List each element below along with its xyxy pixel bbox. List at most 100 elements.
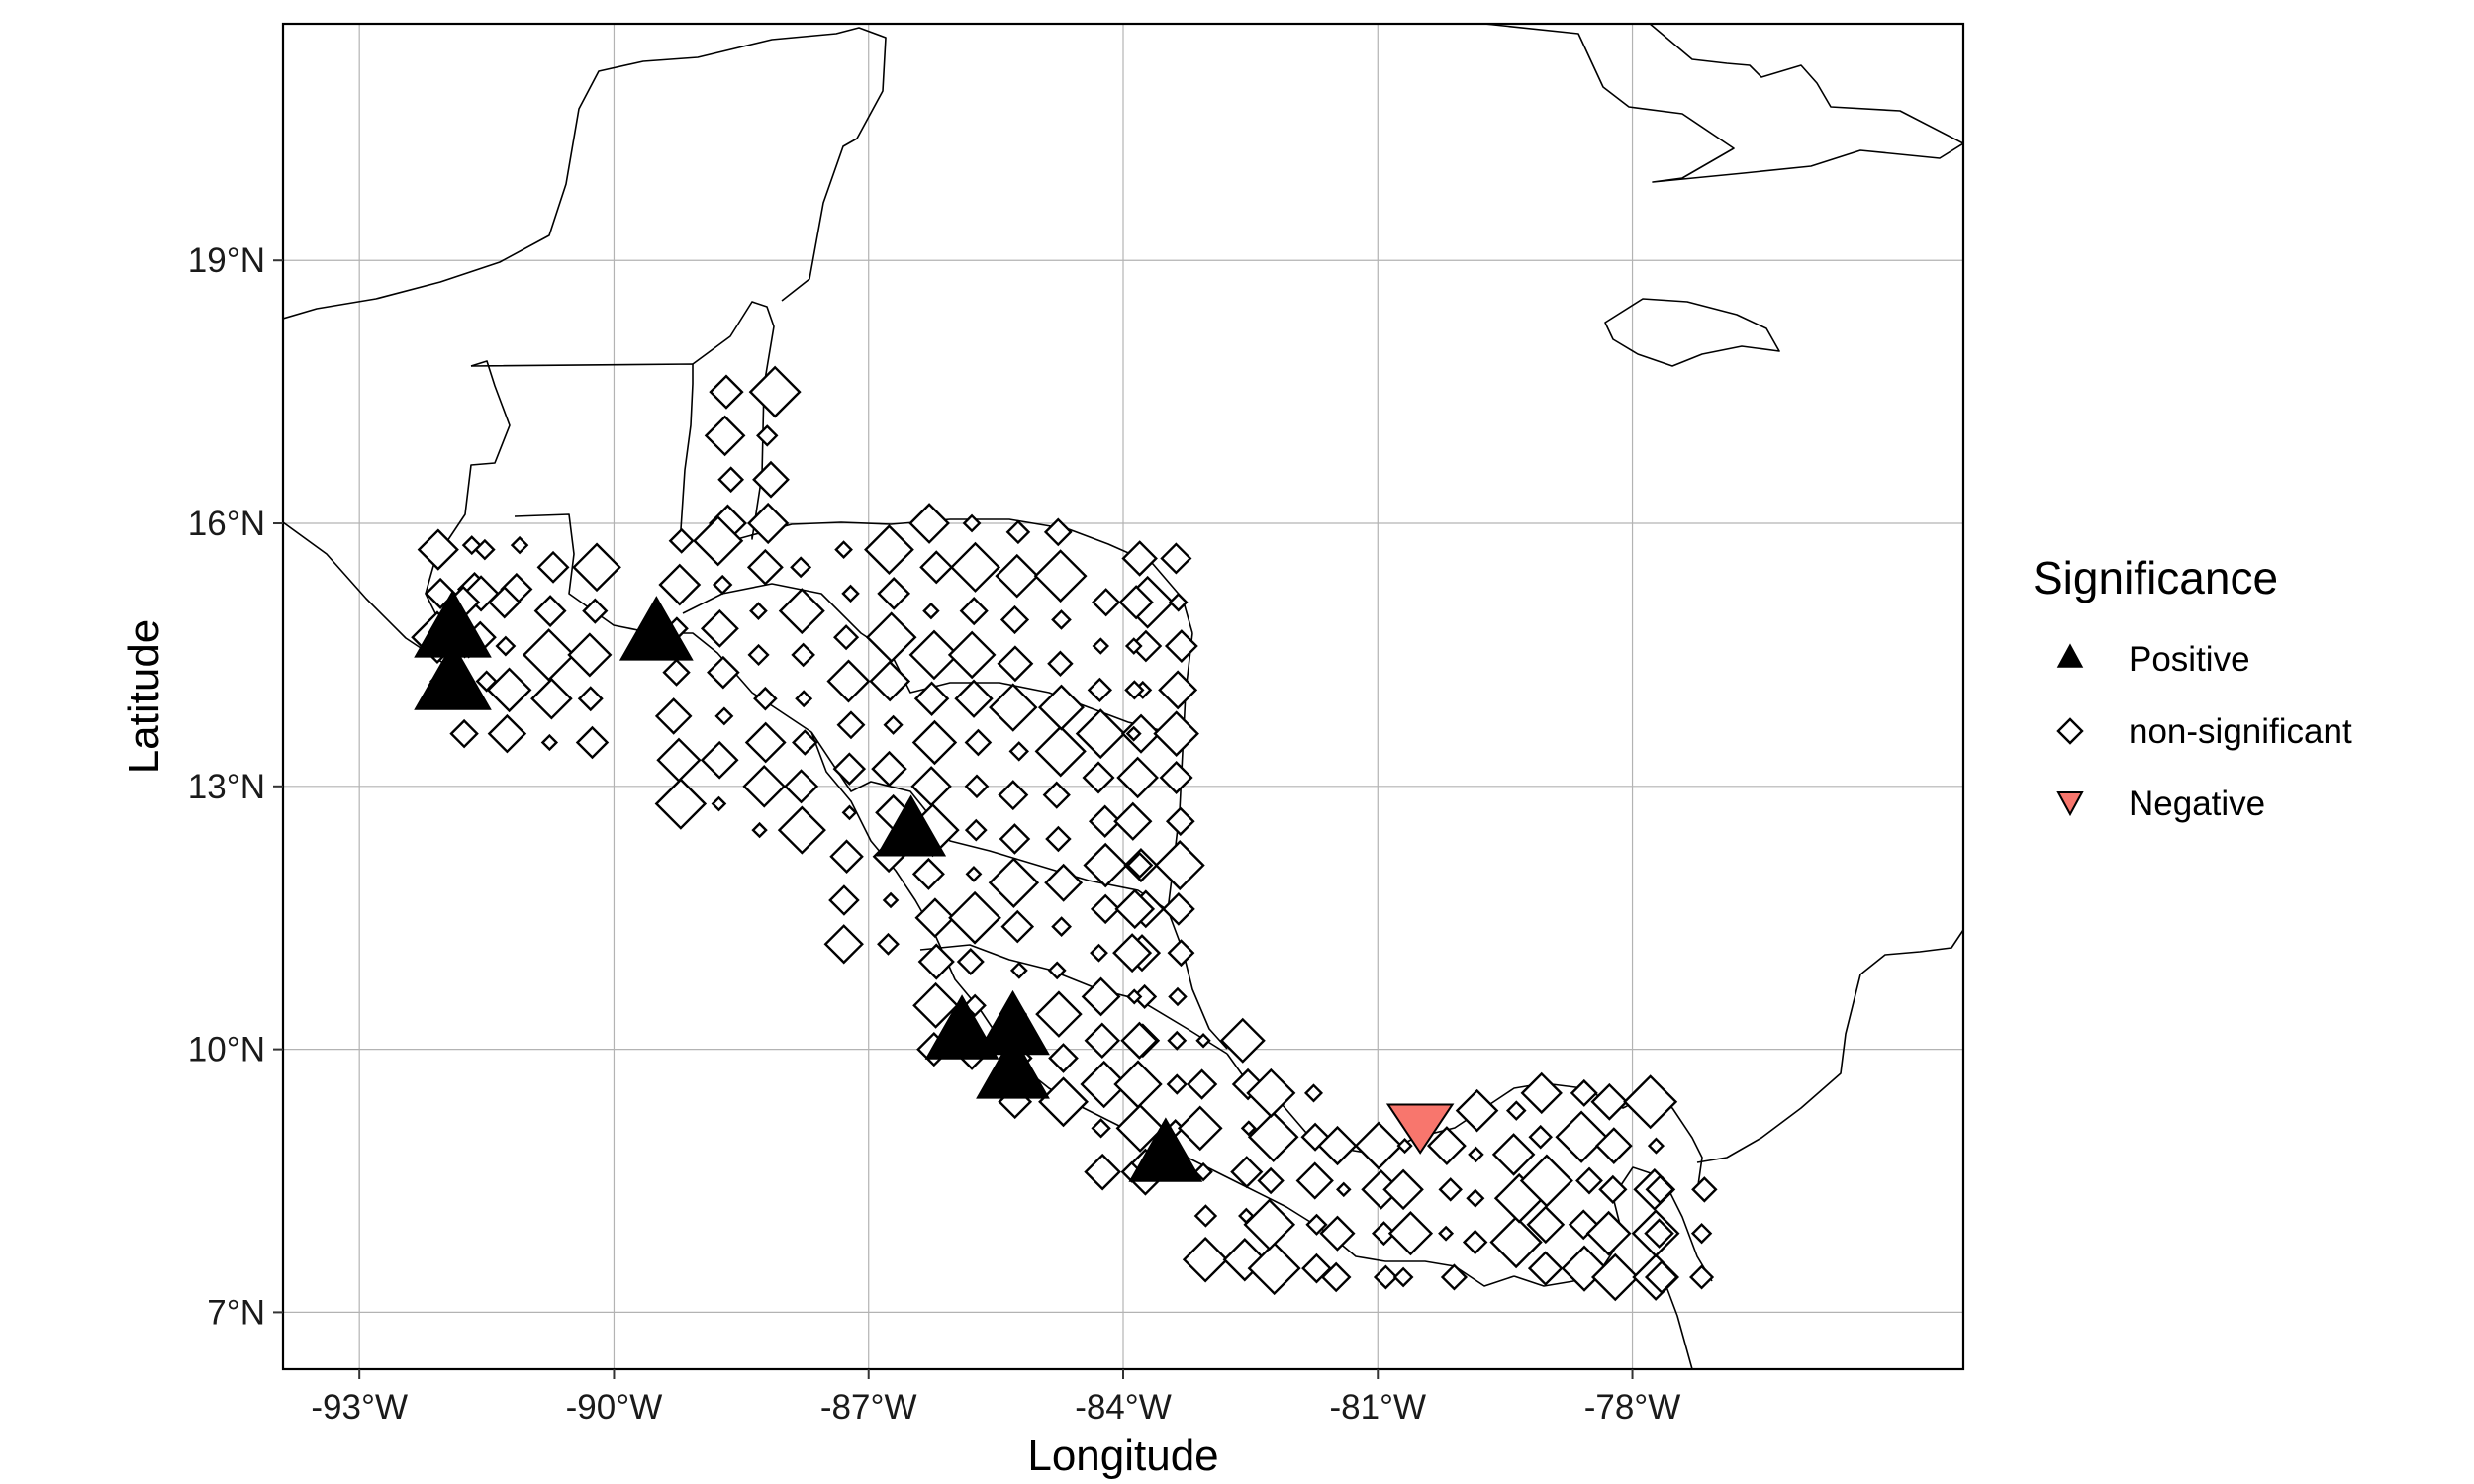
non-significant-marker xyxy=(911,857,945,890)
non-significant-marker xyxy=(1246,1067,1296,1118)
non-significant-marker xyxy=(871,750,907,788)
non-significant-marker xyxy=(834,540,853,559)
non-significant-marker xyxy=(1240,1120,1257,1137)
non-significant-marker xyxy=(1120,1021,1159,1060)
non-significant-marker xyxy=(1034,725,1087,778)
x-axis-title: Longitude xyxy=(1027,1432,1218,1480)
non-significant-marker xyxy=(1042,781,1071,809)
non-significant-marker xyxy=(1092,588,1121,617)
non-significant-marker xyxy=(791,642,815,668)
non-significant-marker xyxy=(536,550,570,584)
non-significant-marker xyxy=(1045,825,1072,853)
non-significant-marker xyxy=(1373,1264,1398,1290)
non-significant-marker xyxy=(1084,1022,1121,1059)
non-significant-marker xyxy=(995,553,1040,599)
coastline-jamaica xyxy=(1604,298,1780,367)
non-significant-marker xyxy=(1193,1161,1213,1182)
non-significant-marker xyxy=(1382,1168,1424,1211)
non-significant-marker xyxy=(959,597,989,626)
non-significant-marker xyxy=(461,535,482,556)
non-significant-marker xyxy=(1000,909,1035,944)
y-tick-label: 7°N xyxy=(207,1293,265,1332)
non-significant-marker xyxy=(1116,756,1159,799)
non-significant-marker xyxy=(744,721,787,764)
non-significant-marker xyxy=(965,866,983,882)
non-significant-marker xyxy=(778,588,825,635)
non-significant-marker xyxy=(1247,1111,1299,1163)
non-significant-marker xyxy=(948,890,1001,945)
non-significant-marker xyxy=(717,466,745,494)
non-significant-marker xyxy=(1647,1137,1665,1155)
legend-title: Significance xyxy=(2033,552,2278,603)
legend-label-negative: Negative xyxy=(2129,785,2265,823)
non-significant-marker xyxy=(756,424,779,447)
non-significant-marker xyxy=(1047,650,1074,677)
non-significant-marker xyxy=(1168,986,1188,1007)
non-significant-marker xyxy=(1303,1083,1324,1103)
non-significant-marker xyxy=(1491,1133,1536,1176)
non-significant-marker xyxy=(1193,1204,1218,1228)
non-significant-marker xyxy=(1088,804,1122,838)
non-significant-marker xyxy=(1166,1073,1188,1095)
non-significant-marker xyxy=(1125,725,1142,742)
y-axis-ticks: 7°N 10°N 13°N 16°N 19°N xyxy=(188,241,283,1332)
non-significant-marker xyxy=(1690,1223,1713,1245)
non-significant-marker xyxy=(964,818,988,842)
gridlines xyxy=(283,24,1963,1369)
non-significant-marker xyxy=(919,550,954,585)
non-significant-marker xyxy=(1195,1033,1211,1049)
non-significant-marker xyxy=(829,839,864,874)
y-tick-label: 13°N xyxy=(188,768,265,806)
non-significant-marker xyxy=(999,823,1031,855)
non-significant-marker xyxy=(1598,1174,1628,1204)
non-significant-marker xyxy=(712,574,733,596)
coastline-colombia-pacific xyxy=(1662,1275,1693,1369)
non-significant-marker xyxy=(989,683,1038,732)
non-significant-marker xyxy=(832,752,867,786)
y-tick-label: 16°N xyxy=(188,505,265,543)
non-significant-marker xyxy=(1126,988,1143,1005)
non-significant-marker xyxy=(1489,1215,1543,1269)
non-significant-marker xyxy=(792,729,818,756)
non-significant-marker xyxy=(1438,1225,1455,1242)
positive-marker xyxy=(924,994,999,1060)
non-significant-marker xyxy=(575,725,610,760)
non-significant-marker xyxy=(1153,710,1199,757)
non-significant-marker xyxy=(751,821,768,839)
non-significant-marker xyxy=(533,595,567,628)
non-significant-marker xyxy=(495,635,517,657)
non-significant-marker xyxy=(1519,1154,1573,1208)
non-significant-marker xyxy=(1092,637,1110,655)
non-significant-marker xyxy=(877,932,900,956)
x-tick-label: -81°W xyxy=(1329,1388,1426,1427)
non-significant-marker xyxy=(1590,1082,1629,1121)
non-significant-marker xyxy=(999,604,1030,635)
non-significant-marker xyxy=(1081,976,1121,1017)
non-significant-marker xyxy=(747,643,770,666)
non-significant-marker xyxy=(1319,1215,1356,1252)
non-significant-marker xyxy=(1392,1266,1414,1288)
non-significant-marker xyxy=(914,897,956,939)
non-significant-marker xyxy=(417,528,459,571)
non-significant-marker xyxy=(1301,1252,1332,1284)
non-significant-marker xyxy=(917,943,955,980)
non-significant-marker xyxy=(567,632,613,678)
non-significant-marker xyxy=(1160,542,1192,575)
non-significant-marker xyxy=(700,608,739,648)
non-significant-marker xyxy=(882,891,900,909)
non-significant-marker xyxy=(742,764,787,808)
non-significant-marker xyxy=(1644,1259,1679,1295)
non-significant-marker xyxy=(1594,1127,1633,1164)
non-significant-marker xyxy=(1691,1176,1718,1203)
non-significant-marker xyxy=(1124,680,1145,700)
non-significant-marker xyxy=(577,686,604,712)
border-guatemala-west xyxy=(425,360,511,659)
coastline-pacific-central xyxy=(810,731,1515,1287)
non-significant-marker xyxy=(1426,1126,1467,1165)
legend: Significance Positive non-significant Ne… xyxy=(2033,552,2352,823)
non-significant-marker xyxy=(912,981,960,1029)
positive-marker xyxy=(1128,1117,1203,1182)
non-significant-marker xyxy=(836,710,866,740)
non-significant-marker xyxy=(964,774,990,799)
non-significant-marker xyxy=(1126,851,1154,880)
